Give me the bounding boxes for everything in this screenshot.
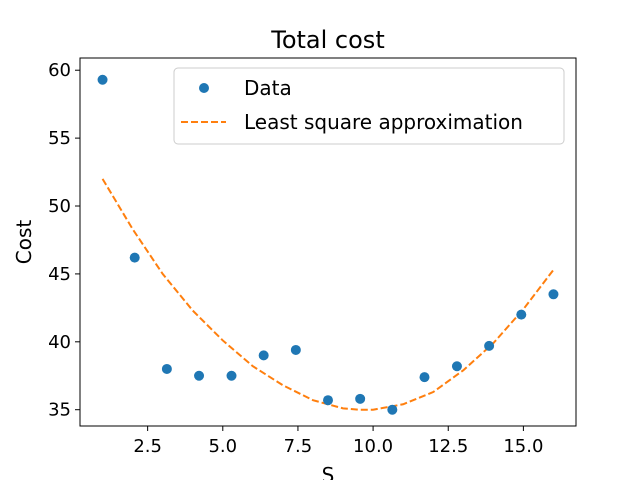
data-point [226, 370, 237, 381]
y-tick-label: 50 [48, 196, 71, 217]
x-tick-label: 2.5 [133, 436, 162, 457]
x-tick-label: 12.5 [428, 436, 468, 457]
y-tick-label: 55 [48, 128, 71, 149]
legend-box [173, 67, 565, 145]
data-point [451, 361, 462, 372]
data-point [258, 350, 269, 361]
data-point [387, 404, 398, 415]
x-tick-label: 7.5 [284, 436, 313, 457]
data-point [516, 309, 527, 320]
data-point [323, 395, 333, 406]
chart-title: Total cost [270, 26, 384, 54]
x-axis-label: S [322, 463, 335, 480]
fit-line-layer [101, 178, 555, 411]
x-tick-label: 10.0 [353, 436, 393, 457]
data-point [97, 74, 108, 85]
data-point [548, 289, 559, 300]
x-tick-label: 15.0 [503, 436, 543, 457]
data-points-layer [97, 74, 559, 415]
data-point [161, 363, 172, 374]
y-axis-ticks: 35 40 45 50 55 60 [48, 60, 80, 421]
data-point [419, 372, 430, 383]
y-tick-label: 45 [48, 264, 71, 285]
y-tick-label: 35 [48, 400, 71, 421]
legend-marker-data [199, 83, 209, 93]
data-point [290, 344, 301, 355]
y-tick-label: 60 [48, 60, 71, 81]
data-point [194, 370, 205, 381]
data-point [355, 393, 366, 404]
x-axis-ticks: 2.5 5.0 7.5 10.0 12.5 15.0 [133, 426, 543, 457]
fit-line [101, 178, 555, 411]
x-tick-label: 5.0 [208, 436, 237, 457]
legend: Data Least square approximation [173, 67, 565, 145]
legend-label-data: Data [244, 76, 292, 100]
legend-label-fit: Least square approximation [244, 110, 523, 134]
y-axis-label: Cost [12, 220, 36, 265]
data-point [129, 252, 140, 263]
plot-frame [79, 57, 577, 427]
data-point [484, 340, 495, 351]
y-tick-label: 40 [48, 332, 71, 353]
